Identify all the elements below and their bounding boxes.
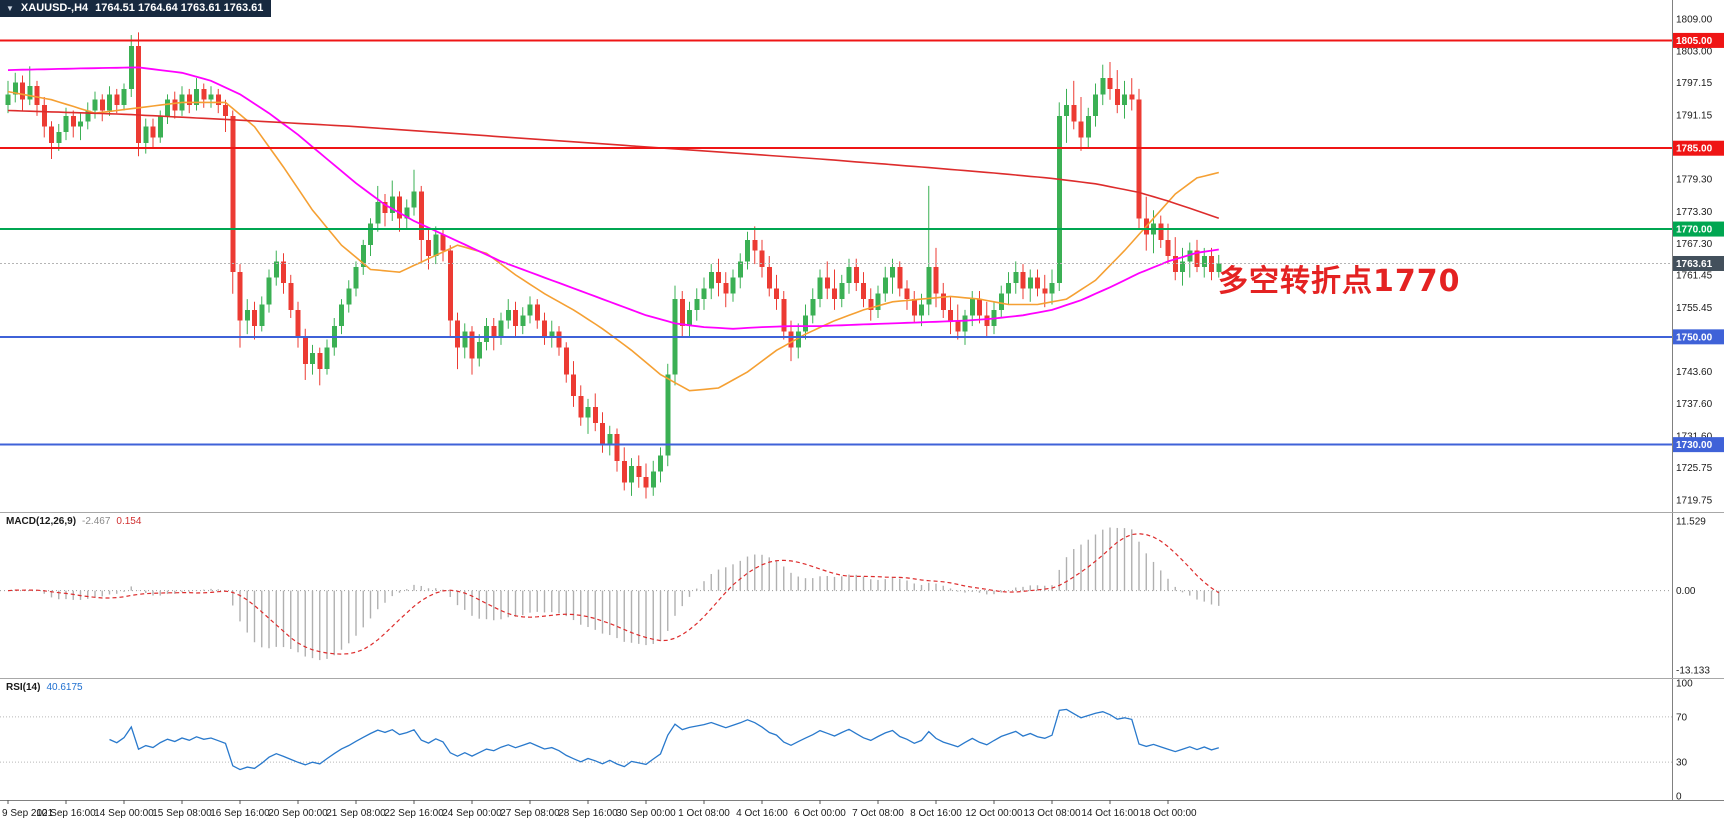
price-tick-label: 1755.45	[1676, 303, 1713, 314]
price-tick-label: 1731.60	[1676, 432, 1713, 443]
rsi-panel: 100 70 30 0	[0, 678, 1724, 803]
price-tick-label: 1725.75	[1676, 463, 1713, 474]
ma-long-red	[7, 109, 1220, 220]
collapse-triangle-icon[interactable]: ▼	[6, 3, 14, 13]
price-badge: 1750.00	[1676, 332, 1713, 343]
macd-signal-value: 0.154	[116, 516, 142, 527]
price-tick-label: 1737.60	[1676, 399, 1713, 410]
time-axis-label: 9 Sep 2021	[2, 808, 54, 819]
symbol-timeframe-label: XAUUSD-,H4	[20, 2, 89, 14]
time-axis-label: 30 Sep 00:00	[616, 808, 676, 819]
time-axis-label: 14 Oct 16:00	[1081, 808, 1139, 819]
macd-panel: 11.529 0.00 -13.133	[0, 512, 1724, 677]
time-axis-label: 22 Sep 16:00	[384, 808, 444, 819]
horizontal-level-lines	[0, 39, 1672, 446]
price-axis: 1809.001803.001797.151791.151785.301779.…	[1672, 0, 1724, 800]
rsi-value: 40.6175	[46, 682, 83, 693]
price-tick-label: 1743.60	[1676, 367, 1713, 378]
price-tick-label: 1773.30	[1676, 207, 1713, 218]
macd-indicator-label: MACD(12,26,9) -2.467 0.154	[6, 516, 141, 527]
price-tick-label: 1791.15	[1676, 111, 1713, 122]
time-axis-label: 12 Oct 00:00	[965, 808, 1023, 819]
time-axis-label: 1 Oct 08:00	[678, 808, 730, 819]
macd-scale-label: -13.133	[1676, 666, 1710, 677]
price-tick-label: 1803.00	[1676, 47, 1713, 58]
ohlc-readout: 1764.51 1764.64 1763.61 1763.61	[95, 2, 264, 14]
rsi-line	[109, 708, 1219, 771]
time-axis-label: 28 Sep 16:00	[558, 808, 618, 819]
time-axis-label: 8 Oct 16:00	[910, 808, 962, 819]
macd-name: MACD(12,26,9)	[6, 516, 77, 527]
rsi-scale-label: 0	[1676, 792, 1682, 803]
time-axis-label: 10 Sep 16:00	[36, 808, 96, 819]
time-axis-label: 16 Sep 16:00	[210, 808, 270, 819]
macd-scale-label: 11.529	[1676, 517, 1706, 528]
time-axis-label: 20 Sep 00:00	[268, 808, 328, 819]
price-tick-label: 1809.00	[1676, 14, 1713, 25]
time-axis-label: 6 Oct 00:00	[794, 808, 846, 819]
price-tick-label: 1779.30	[1676, 174, 1713, 185]
time-axis-label: 18 Oct 00:00	[1139, 808, 1197, 819]
time-axis-label: 13 Oct 08:00	[1023, 808, 1081, 819]
price-tick-label: 1719.75	[1676, 495, 1713, 506]
chart-symbol-info[interactable]: ▼ XAUUSD-,H4 1764.51 1764.64 1763.61 176…	[0, 0, 272, 17]
macd-main-value: -2.467	[82, 516, 111, 527]
price-tick-label: 1761.45	[1676, 271, 1713, 282]
time-axis-label: 24 Sep 00:00	[442, 808, 502, 819]
price-tick-label: 1797.15	[1676, 78, 1713, 89]
rsi-scale-label: 70	[1676, 712, 1688, 723]
price-badge: 1770.00	[1676, 225, 1713, 236]
price-badge: 1730.00	[1676, 440, 1713, 451]
candles-layer	[5, 32, 1222, 499]
time-axis-label: 4 Oct 16:00	[736, 808, 788, 819]
ma-fast-orange	[7, 90, 1219, 392]
time-axis-label: 21 Sep 08:00	[326, 808, 386, 819]
macd-scale-label: 0.00	[1676, 586, 1696, 597]
macd-signal-line	[7, 533, 1220, 655]
time-axis-label: 7 Oct 08:00	[852, 808, 904, 819]
price-badge: 1763.61	[1676, 259, 1713, 270]
price-badge: 1805.00	[1676, 36, 1713, 47]
annotation-text: 多空转折点1770	[1218, 264, 1461, 299]
price-tick-label: 1767.30	[1676, 239, 1713, 250]
macd-histogram	[14, 527, 1220, 661]
rsi-scale-label: 100	[1676, 679, 1693, 690]
time-axis-label: 27 Sep 08:00	[500, 808, 560, 819]
rsi-indicator-label: RSI(14) 40.6175	[6, 682, 83, 693]
main-price-panel	[0, 32, 1672, 499]
ma-slow-magenta	[7, 66, 1219, 330]
time-axis-label: 15 Sep 08:00	[152, 808, 212, 819]
price-badge: 1785.00	[1676, 144, 1713, 155]
time-axis-label: 14 Sep 00:00	[94, 808, 154, 819]
rsi-scale-label: 30	[1676, 758, 1688, 769]
rsi-name: RSI(14)	[6, 682, 41, 693]
